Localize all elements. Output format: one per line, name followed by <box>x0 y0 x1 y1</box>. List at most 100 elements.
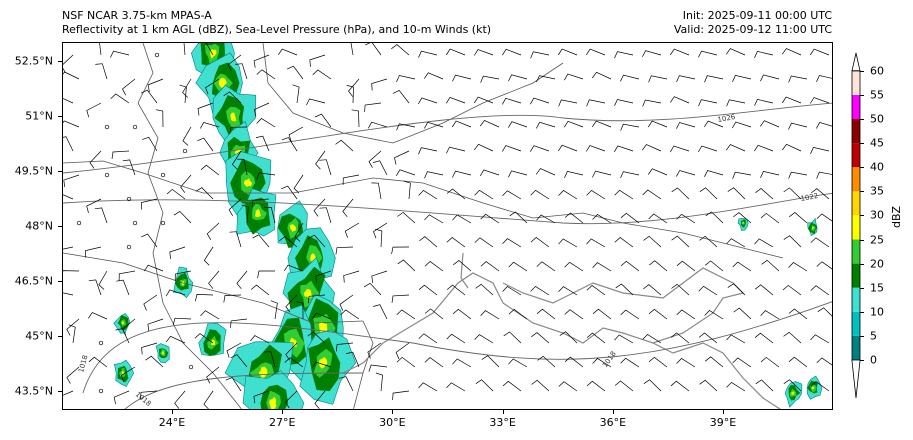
wind-barb <box>418 333 438 344</box>
wind-barb <box>419 236 438 248</box>
wind-barb <box>270 300 278 320</box>
wind-barb <box>592 170 612 178</box>
wind-barb <box>140 89 158 104</box>
wind-barb <box>754 144 774 152</box>
wind-barb <box>264 207 276 224</box>
wind-barb <box>479 169 500 177</box>
wind-barb <box>452 170 472 178</box>
wind-barb <box>63 54 74 73</box>
wind-barb <box>811 188 830 200</box>
wind-barb <box>788 171 808 179</box>
colorbar-tick-mark <box>860 215 864 217</box>
wind-barb <box>371 270 388 284</box>
wind-barb <box>63 120 80 128</box>
wind-barb <box>615 283 634 296</box>
wind-barb <box>508 309 528 320</box>
wind-barb <box>63 174 80 188</box>
wind-barb <box>237 158 248 176</box>
wind-barb <box>88 356 108 368</box>
wind-barb <box>586 238 606 248</box>
wind-barb <box>307 294 326 304</box>
wind-barb <box>256 69 276 80</box>
wind-barb <box>675 170 696 177</box>
y-tick-mark <box>58 61 62 62</box>
wind-barb <box>452 74 472 82</box>
wind-barb <box>257 270 275 278</box>
wind-barb <box>620 357 640 368</box>
wind-barb <box>530 189 550 200</box>
wind-barb <box>452 358 472 368</box>
y-tick-label: 43.5°N <box>14 384 53 398</box>
wind-barb <box>502 190 522 200</box>
wind-barb <box>475 283 494 296</box>
calm-wind-circle <box>104 124 110 130</box>
wind-barb <box>530 237 550 248</box>
wind-barb <box>63 270 80 273</box>
wind-barb <box>669 145 690 153</box>
calm-wind-circle <box>132 220 138 226</box>
wind-barb <box>648 120 668 128</box>
wind-barb <box>727 187 746 200</box>
y-tick-label: 45°N <box>25 329 53 343</box>
wind-barb <box>279 236 298 248</box>
wind-barb <box>394 150 410 165</box>
wind-barb <box>335 139 354 152</box>
wind-barb <box>789 212 808 224</box>
wind-barb <box>228 198 242 216</box>
wind-barb <box>312 312 332 320</box>
coast-line <box>652 342 782 409</box>
wind-barb <box>314 113 332 128</box>
wind-barb <box>586 99 606 107</box>
wind-barb <box>66 318 80 336</box>
wind-barb <box>508 358 528 368</box>
wind-barb <box>676 213 696 224</box>
wind-barb <box>169 246 186 259</box>
wind-barb <box>424 261 444 272</box>
wind-barb <box>699 235 718 248</box>
wind-barb <box>642 144 662 152</box>
wind-barb <box>235 63 248 80</box>
wind-barb <box>536 168 556 176</box>
reflectivity-contour <box>211 339 216 346</box>
wind-barb <box>144 264 164 272</box>
wind-barb <box>564 356 584 368</box>
wind-barb <box>63 98 74 104</box>
wind-barb <box>810 237 830 248</box>
wind-barb <box>113 390 130 405</box>
wind-barb <box>194 294 214 302</box>
wind-barb <box>614 51 634 59</box>
wind-barb <box>760 310 780 320</box>
wind-barb <box>118 270 136 281</box>
wind-barb <box>165 289 186 297</box>
wind-barb <box>417 97 438 105</box>
wind-barb <box>284 357 304 368</box>
wind-barb <box>698 285 718 296</box>
coast-line <box>460 252 469 289</box>
colorbar-tick-label: 45 <box>870 136 884 150</box>
reflectivity-contour <box>121 321 124 325</box>
border-line <box>353 320 374 409</box>
x-tick-mark <box>282 410 284 414</box>
wind-barb <box>704 170 724 177</box>
wind-barb <box>199 121 220 129</box>
y-tick-label: 48°N <box>25 219 53 233</box>
wind-barb <box>698 50 718 58</box>
x-tick-mark <box>502 410 504 414</box>
wind-barb <box>508 170 528 178</box>
colorbar-segment <box>852 143 860 168</box>
wind-barb <box>614 99 634 106</box>
wind-barb <box>536 214 556 224</box>
wind-barb <box>558 99 578 107</box>
wind-barb <box>155 109 164 128</box>
wind-barb <box>726 238 746 248</box>
wind-barb <box>726 144 746 152</box>
wind-barb <box>754 284 774 296</box>
colorbar-segment <box>852 239 860 264</box>
wind-barb <box>418 147 438 155</box>
wind-barb <box>726 99 746 107</box>
x-tick-mark <box>612 410 614 414</box>
wind-barb <box>368 364 388 372</box>
colorbar-label: dBZ <box>890 205 903 228</box>
init-time: Init: 2025-09-11 00:00 UTC <box>682 9 832 22</box>
calm-wind-circle <box>182 148 188 154</box>
